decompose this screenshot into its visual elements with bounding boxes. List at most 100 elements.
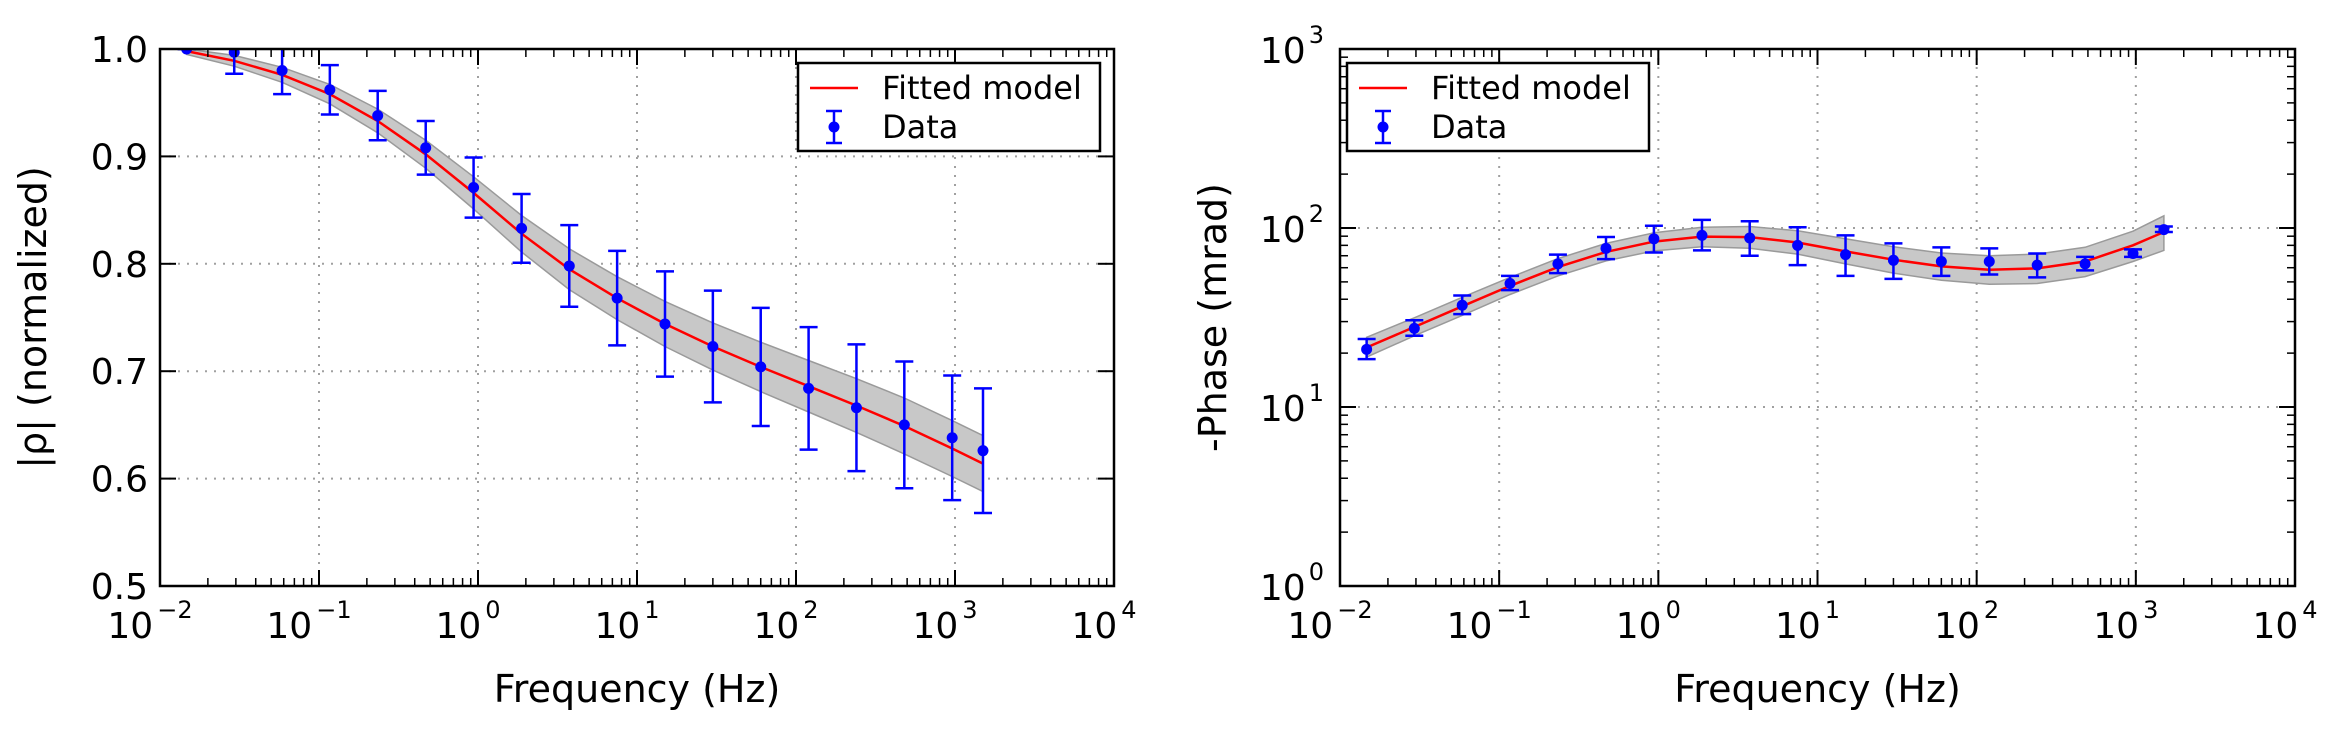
data-marker (1600, 242, 1612, 254)
tick-exponent: −2 (1337, 596, 1372, 624)
data-marker (468, 182, 480, 194)
tick-exponent: 1 (1825, 596, 1840, 624)
data-marker (707, 340, 719, 352)
data-point (273, 49, 292, 96)
y-tick-label: 0.7 (91, 352, 148, 393)
x-tick-label: 10 1 (1775, 596, 1840, 647)
data-marker (611, 292, 623, 304)
tick-base: 10 (435, 606, 481, 647)
data-point (2028, 252, 2047, 279)
data-point (1453, 294, 1472, 316)
x-tick-label: 10 −2 (107, 596, 192, 647)
x-tick-label: 10 0 (435, 596, 500, 647)
data-point (1644, 224, 1663, 254)
y-tick-label: 0.6 (91, 460, 148, 501)
data-point (751, 306, 770, 428)
data-point (320, 63, 339, 116)
data-marker (1887, 254, 1899, 266)
data-marker (324, 84, 336, 96)
x-tick-label: 10 4 (1071, 596, 1136, 647)
tick-exponent: 3 (962, 596, 977, 624)
tick-base: 10 (1447, 606, 1493, 647)
plot-area (1357, 214, 2173, 361)
data-point (2154, 224, 2173, 236)
data-point (1596, 235, 1615, 261)
data-marker (1696, 229, 1708, 241)
tick-exponent: 2 (1984, 596, 1999, 624)
y-tick-label: 0.8 (91, 245, 148, 286)
data-point (1788, 225, 1807, 267)
tick-exponent: 1 (644, 596, 659, 624)
data-point (1836, 234, 1855, 278)
y-tick-label: 0.5 (91, 567, 148, 608)
data-marker (2127, 248, 2139, 260)
data-point (368, 89, 387, 142)
magnitude-panel: 10 −2 10 −1 10 0 10 1 10 2 10 3 10 40.50.60.70.80.91.… (11, 30, 1137, 711)
y-axis-label: -Phase (mrad) (1191, 183, 1235, 452)
tick-base: 10 (107, 606, 153, 647)
y-tick-label: 10 0 (1260, 558, 1324, 609)
phase-panel: 10 −2 10 −1 10 0 10 1 10 2 10 3 10 410 010 110 210 3Frequ… (1191, 21, 2318, 711)
data-point (1932, 246, 1951, 278)
data-point (799, 325, 818, 451)
tick-base: 10 (1775, 606, 1821, 647)
data-marker (1504, 277, 1516, 289)
legend-marker-swatch (828, 121, 840, 133)
x-tick-label: 10 −1 (266, 596, 351, 647)
tick-marks (1339, 48, 2296, 587)
tick-exponent: 3 (1309, 21, 1324, 49)
x-tick-label: 10 3 (2093, 596, 2158, 647)
data-marker (1744, 232, 1756, 244)
data-marker (276, 64, 288, 76)
data-point (2124, 248, 2143, 260)
data-marker (1648, 233, 1660, 245)
data-marker (898, 419, 910, 431)
grid-lines (1340, 49, 2295, 586)
legend-box (1345, 61, 1651, 153)
data-point (703, 289, 722, 404)
data-marker (803, 382, 815, 394)
data-point (895, 360, 914, 490)
uncertainty-band (1365, 214, 2165, 359)
data-points (1357, 218, 2173, 361)
x-tick-label: 10 −1 (1447, 596, 1532, 647)
tick-exponent: 1 (1309, 379, 1324, 407)
data-marker (1408, 322, 1420, 334)
data-point (1357, 337, 1376, 361)
tick-exponent: 2 (803, 596, 818, 624)
tick-exponent: −1 (1496, 596, 1531, 624)
legend-label-fitted-model: Fitted model (882, 69, 1082, 107)
x-axis-label: Frequency (Hz) (1674, 667, 1961, 711)
y-tick-label: 0.9 (91, 137, 148, 178)
data-marker (2079, 258, 2091, 270)
data-marker (1456, 299, 1468, 311)
data-point (464, 156, 483, 219)
data-point (973, 387, 992, 515)
data-point (1740, 220, 1759, 257)
tick-base: 10 (1260, 210, 1306, 251)
grid-lines (160, 49, 1114, 586)
tick-base: 10 (1260, 31, 1306, 72)
tick-base: 10 (753, 606, 799, 647)
x-tick-label: 10 3 (912, 596, 977, 647)
tick-base: 10 (1071, 606, 1117, 647)
tick-exponent: 4 (2302, 596, 2317, 624)
x-tick-label: 10 2 (1934, 596, 1999, 647)
legend-label-fitted-model: Fitted model (1431, 69, 1631, 107)
x-tick-label: 10 0 (1616, 596, 1681, 647)
data-marker (1840, 249, 1852, 261)
data-points (177, 49, 992, 515)
data-marker (977, 445, 989, 457)
data-point (608, 249, 627, 347)
data-marker (372, 110, 384, 122)
data-point (560, 223, 579, 309)
legend-label-data: Data (882, 108, 958, 146)
tick-base: 10 (912, 606, 958, 647)
data-point (1980, 247, 1999, 276)
x-tick-label: 10 2 (753, 596, 818, 647)
data-point (847, 343, 866, 473)
data-point (177, 49, 196, 55)
tick-exponent: 0 (1666, 596, 1681, 624)
tick-base: 10 (266, 606, 312, 647)
